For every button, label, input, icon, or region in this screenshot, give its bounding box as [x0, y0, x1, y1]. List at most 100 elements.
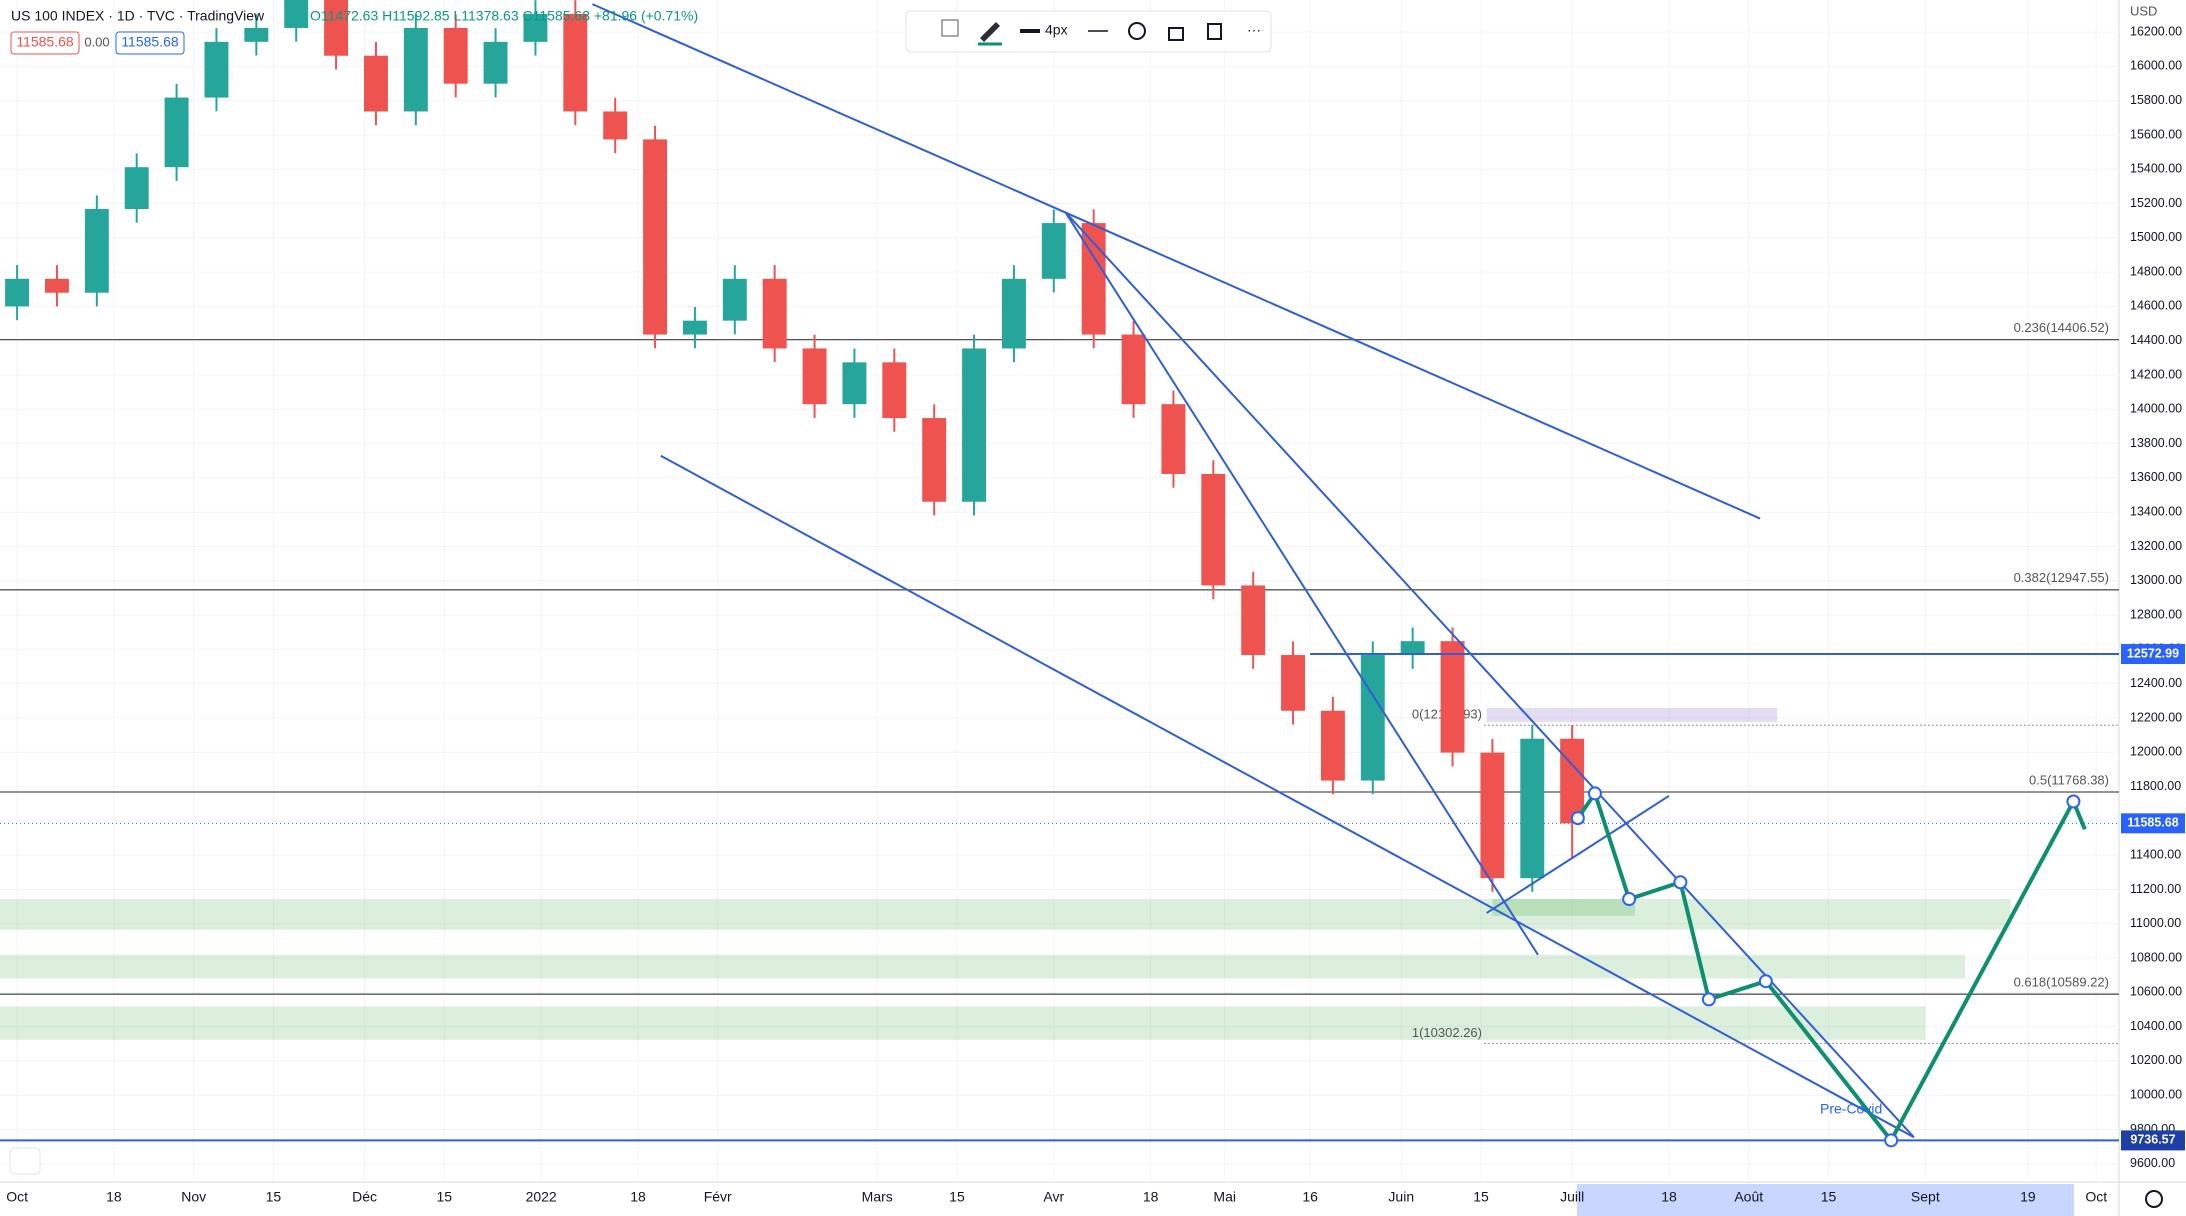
- y-tick-label: 15200.00: [2130, 196, 2182, 210]
- y-tick-label: 9600.00: [2130, 1156, 2175, 1170]
- x-tick-label: 15: [437, 1189, 453, 1205]
- y-tick-label: 14400.00: [2130, 333, 2182, 347]
- header: US 100 INDEX · 1D · TVC · TradingView O1…: [10, 8, 698, 55]
- candle-body: [523, 13, 548, 42]
- candle-body: [962, 348, 987, 502]
- projection-point: [2066, 794, 2081, 809]
- annotation: Pre-Covid: [1820, 1101, 1882, 1117]
- zone: [0, 899, 2011, 930]
- candle-body: [802, 348, 827, 405]
- y-tick-label: 16200.00: [2130, 24, 2182, 38]
- y-tick-label: 11200.00: [2130, 882, 2181, 896]
- x-tick-label: Sept: [1911, 1189, 1940, 1205]
- toolbar: 4px ···: [905, 10, 1272, 53]
- plot: 0.236(14406.52) 0.382(12947.55) 0.5(11768.…: [0, 0, 2119, 1182]
- currency: USD: [2130, 3, 2157, 18]
- candle-body: [882, 362, 907, 419]
- y-tick-label: 10000.00: [2130, 1088, 2182, 1102]
- x-tick-label: 19: [2020, 1189, 2036, 1205]
- candle-body: [164, 97, 189, 168]
- sell-button[interactable]: [10, 31, 80, 55]
- candle-body: [1001, 278, 1026, 349]
- x-tick-label: Mars: [862, 1189, 893, 1205]
- y-tick-label: 15000.00: [2130, 230, 2182, 244]
- y-tick-label: 12000.00: [2130, 745, 2182, 759]
- price-badge: [2121, 1130, 2185, 1151]
- projection-point: [1758, 974, 1773, 989]
- symbol: US 100 INDEX · 1D · TVC · TradingView: [11, 8, 265, 24]
- projection-point: [1701, 992, 1716, 1007]
- x-tick-label: 15: [266, 1189, 282, 1205]
- candle-body: [1320, 710, 1345, 781]
- x-tick-label: 15: [1821, 1189, 1837, 1205]
- candle-body: [284, 0, 309, 28]
- y-tick-label: 12400.00: [2130, 676, 2182, 690]
- candle-body: [1520, 738, 1545, 879]
- sell-price[interactable]: 11585.68: [16, 34, 74, 50]
- x-tick-label: 18: [630, 1189, 646, 1205]
- settings-button[interactable]: [1128, 22, 1146, 40]
- x-tick-label: 16: [1302, 1189, 1318, 1205]
- candle-body: [1161, 404, 1186, 474]
- projection-point: [1622, 892, 1637, 907]
- candle-body: [363, 55, 388, 112]
- candle-body: [563, 13, 588, 112]
- candle-body: [124, 167, 149, 210]
- y-tick-label: 14000.00: [2130, 402, 2182, 416]
- buy-button[interactable]: [115, 31, 185, 55]
- price-badge-label: 9736.57: [2130, 1133, 2175, 1147]
- price-badge: [2121, 813, 2185, 834]
- candle-body: [204, 41, 229, 98]
- trend-line: [592, 3, 1761, 520]
- brush-button[interactable]: [980, 22, 1000, 42]
- projection-point: [1570, 811, 1585, 826]
- more-button[interactable]: ···: [1247, 22, 1261, 38]
- y-tick-label: 16000.00: [2130, 59, 2182, 73]
- candle-body: [45, 278, 69, 293]
- candle-body: [483, 41, 508, 84]
- projection-point: [1587, 786, 1602, 801]
- template-button[interactable]: [941, 19, 959, 37]
- candle-body: [643, 139, 668, 335]
- candle-body: [762, 278, 787, 349]
- lock-button[interactable]: [1168, 27, 1184, 41]
- spread: 0.00: [84, 34, 109, 49]
- y-tick-label: 13400.00: [2130, 505, 2182, 519]
- y-tick-label: 15400.00: [2130, 162, 2182, 176]
- y-tick-label: 13600.00: [2130, 470, 2182, 484]
- x-tick-label: Nov: [181, 1189, 206, 1205]
- candle-body: [1400, 641, 1425, 656]
- x-tick-label: 2022: [526, 1189, 557, 1205]
- zone: [1486, 708, 1778, 722]
- candle-body: [1121, 334, 1146, 405]
- delete-button[interactable]: [1207, 23, 1222, 40]
- candle-body: [1081, 223, 1106, 335]
- y-tick-label: 12200.00: [2130, 710, 2182, 724]
- ohlc: O11472.63 H11592.85 L11378.63 C11585.68 …: [310, 8, 698, 24]
- candle-body: [84, 209, 109, 293]
- x-tick-label: Oct: [2085, 1189, 2107, 1205]
- y-tick-label: 15800.00: [2130, 93, 2182, 107]
- y-tick-label: 13000.00: [2130, 573, 2182, 587]
- candle-body: [5, 278, 30, 307]
- x-tick-label: 18: [1661, 1189, 1677, 1205]
- x-tick-label: 18: [1143, 1189, 1159, 1205]
- buy-price[interactable]: 11585.68: [121, 34, 179, 50]
- price-badge-label: 12572.99: [2127, 646, 2179, 660]
- logo[interactable]: [9, 1147, 41, 1175]
- zone: [1492, 899, 1635, 916]
- candle-body: [922, 418, 947, 502]
- trend-line: [1064, 211, 1539, 956]
- width-label[interactable]: 4px: [1045, 22, 1068, 38]
- y-tick-label: 11000.00: [2130, 916, 2181, 930]
- candle-body: [1360, 655, 1385, 781]
- x-range-highlight: [1577, 1184, 2074, 1216]
- fib-label: 0.618(10589.22): [2014, 975, 2109, 990]
- axis-settings[interactable]: [2145, 1190, 2163, 1208]
- candle-body: [1440, 641, 1465, 753]
- candle-body: [443, 27, 468, 84]
- price-badge-label: 11585.68: [2127, 816, 2178, 830]
- candle-body: [722, 278, 747, 321]
